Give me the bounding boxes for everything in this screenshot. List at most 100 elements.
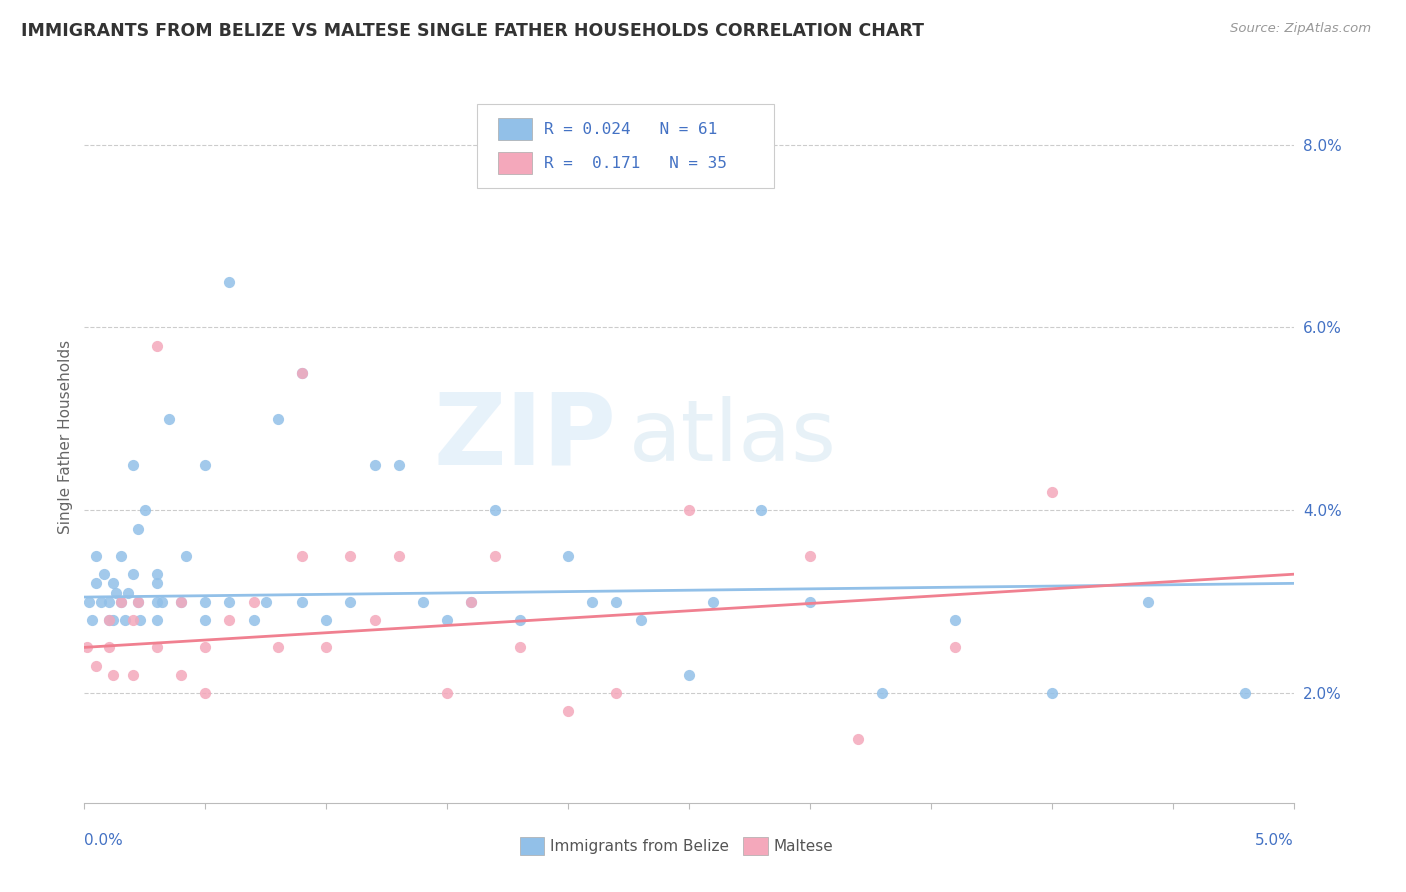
Point bbox=[97, 613, 120, 627]
Point bbox=[388, 458, 411, 472]
Point bbox=[86, 549, 108, 563]
Point bbox=[110, 594, 132, 608]
Point bbox=[436, 686, 458, 700]
FancyBboxPatch shape bbox=[498, 153, 531, 174]
Point bbox=[80, 613, 103, 627]
Point bbox=[146, 613, 169, 627]
Point bbox=[127, 521, 149, 535]
Point bbox=[129, 613, 152, 627]
Point bbox=[218, 275, 240, 289]
Point bbox=[146, 594, 169, 608]
Point bbox=[363, 613, 385, 627]
Point bbox=[90, 594, 112, 608]
Point bbox=[170, 594, 193, 608]
Point bbox=[146, 338, 169, 352]
Point bbox=[678, 503, 700, 517]
Point bbox=[194, 594, 217, 608]
Point bbox=[1137, 594, 1160, 608]
Point bbox=[339, 549, 361, 563]
Point bbox=[557, 549, 579, 563]
Point bbox=[460, 594, 482, 608]
Point bbox=[872, 686, 894, 700]
Point bbox=[678, 667, 700, 682]
Point bbox=[110, 549, 132, 563]
Point bbox=[104, 585, 127, 599]
Point bbox=[121, 458, 143, 472]
Point bbox=[509, 640, 531, 655]
Point bbox=[117, 585, 139, 599]
Text: IMMIGRANTS FROM BELIZE VS MALTESE SINGLE FATHER HOUSEHOLDS CORRELATION CHART: IMMIGRANTS FROM BELIZE VS MALTESE SINGLE… bbox=[21, 22, 924, 40]
FancyBboxPatch shape bbox=[520, 838, 544, 855]
Point bbox=[110, 594, 132, 608]
Point bbox=[557, 705, 579, 719]
Point bbox=[146, 640, 169, 655]
Point bbox=[218, 594, 240, 608]
Point bbox=[291, 366, 314, 380]
Point bbox=[97, 594, 120, 608]
Text: R = 0.024   N = 61: R = 0.024 N = 61 bbox=[544, 122, 717, 137]
Point bbox=[86, 576, 108, 591]
Point bbox=[943, 640, 966, 655]
Point bbox=[114, 613, 136, 627]
Point bbox=[799, 594, 821, 608]
Point bbox=[103, 667, 125, 682]
Point bbox=[97, 613, 120, 627]
Point bbox=[134, 503, 156, 517]
Y-axis label: Single Father Households: Single Father Households bbox=[58, 340, 73, 534]
Point bbox=[254, 594, 277, 608]
Point bbox=[77, 594, 100, 608]
Point bbox=[76, 640, 98, 655]
Point bbox=[194, 458, 217, 472]
Point bbox=[702, 594, 724, 608]
Point bbox=[581, 594, 603, 608]
FancyBboxPatch shape bbox=[498, 119, 531, 140]
Point bbox=[93, 567, 115, 582]
Point bbox=[127, 594, 149, 608]
Point bbox=[460, 594, 482, 608]
Point bbox=[194, 613, 217, 627]
Point bbox=[267, 412, 290, 426]
Point bbox=[174, 549, 197, 563]
Point bbox=[121, 613, 143, 627]
Point bbox=[146, 567, 169, 582]
Point bbox=[412, 594, 434, 608]
Text: 0.0%: 0.0% bbox=[84, 833, 124, 848]
Point bbox=[242, 613, 264, 627]
Point bbox=[751, 503, 773, 517]
Point bbox=[103, 613, 125, 627]
Point bbox=[86, 658, 108, 673]
Point bbox=[242, 594, 264, 608]
Point bbox=[267, 640, 290, 655]
Point bbox=[605, 686, 627, 700]
Point bbox=[1040, 485, 1063, 500]
Point bbox=[315, 640, 337, 655]
Text: ZIP: ZIP bbox=[433, 389, 616, 485]
Text: Source: ZipAtlas.com: Source: ZipAtlas.com bbox=[1230, 22, 1371, 36]
Point bbox=[291, 549, 314, 563]
Point bbox=[484, 503, 506, 517]
Point bbox=[127, 594, 149, 608]
Point bbox=[121, 667, 143, 682]
Point bbox=[363, 458, 385, 472]
Point bbox=[436, 613, 458, 627]
Point bbox=[943, 613, 966, 627]
Point bbox=[150, 594, 173, 608]
Point bbox=[799, 549, 821, 563]
Text: R =  0.171   N = 35: R = 0.171 N = 35 bbox=[544, 156, 727, 170]
Point bbox=[170, 594, 193, 608]
Point bbox=[630, 613, 652, 627]
Point bbox=[103, 576, 125, 591]
Point bbox=[146, 576, 169, 591]
Point bbox=[97, 640, 120, 655]
Text: Immigrants from Belize: Immigrants from Belize bbox=[550, 839, 728, 855]
Point bbox=[846, 731, 869, 746]
Point bbox=[194, 686, 217, 700]
Point bbox=[218, 613, 240, 627]
Point bbox=[157, 412, 180, 426]
FancyBboxPatch shape bbox=[744, 838, 768, 855]
Point bbox=[291, 366, 314, 380]
Point bbox=[339, 594, 361, 608]
Point bbox=[170, 667, 193, 682]
Point bbox=[388, 549, 411, 563]
Point bbox=[291, 594, 314, 608]
